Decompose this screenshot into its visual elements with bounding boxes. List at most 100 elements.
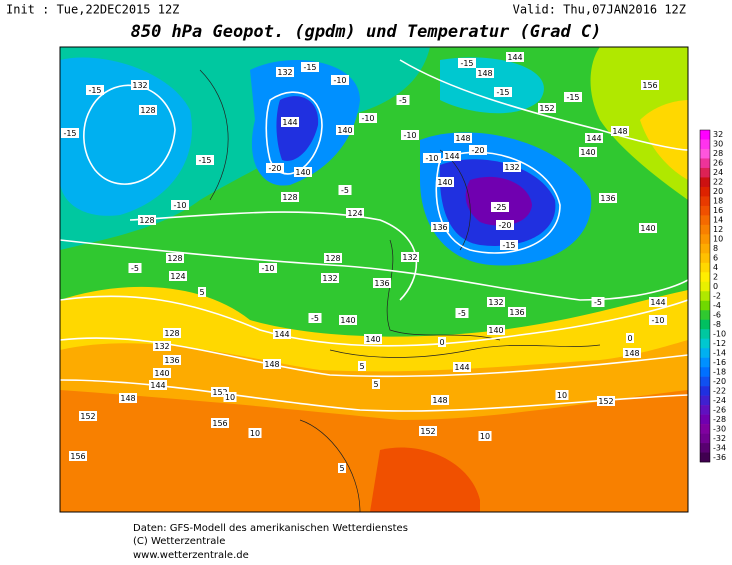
contour-label: 148 xyxy=(624,349,639,358)
legend-label: -24 xyxy=(713,396,726,405)
contour-label: 152 xyxy=(212,388,227,397)
contour-label: 140 xyxy=(580,148,595,157)
legend-label: -18 xyxy=(713,367,726,376)
contour-label-box xyxy=(163,328,181,338)
legend-swatch xyxy=(700,262,710,273)
legend-swatch xyxy=(700,357,710,368)
legend-label: -12 xyxy=(713,339,726,348)
legend-label: -2 xyxy=(713,292,721,301)
legend-label: -22 xyxy=(713,386,726,395)
contour-label-box xyxy=(359,113,377,123)
contour-label: 144 xyxy=(586,134,601,143)
contour-label-box xyxy=(69,451,87,461)
legend-swatch xyxy=(700,215,710,226)
contour-label-box xyxy=(263,359,281,369)
contour-label-box xyxy=(138,215,156,225)
contour-label-box xyxy=(86,85,104,95)
contour-label: -15 xyxy=(303,63,316,72)
legend-swatch xyxy=(700,424,710,434)
contour-label-box xyxy=(623,348,641,358)
contour-label: 124 xyxy=(347,209,362,218)
contour-label: -15 xyxy=(566,93,579,102)
contour-label: -5 xyxy=(131,264,139,273)
contour-label-box xyxy=(423,153,441,163)
contour-label: 5 xyxy=(359,362,364,371)
contour-label: 132 xyxy=(504,163,519,172)
contour-label-box xyxy=(564,92,582,102)
contour-label: -20 xyxy=(268,164,281,173)
legend-swatch xyxy=(700,186,710,197)
contour-label: 144 xyxy=(150,381,165,390)
contour-label: -10 xyxy=(261,264,274,273)
legend-swatch xyxy=(700,224,710,235)
contour-label: -5 xyxy=(399,96,407,105)
legend-label: -28 xyxy=(713,415,726,424)
legend-swatch xyxy=(700,148,710,159)
legend-swatch xyxy=(700,272,710,283)
contour-label-box xyxy=(500,240,518,250)
contour-label-box xyxy=(211,387,229,397)
legend-swatch xyxy=(700,158,710,169)
contour-label-box xyxy=(431,222,449,232)
contour-label: 128 xyxy=(164,329,179,338)
contour-label: 136 xyxy=(374,279,389,288)
contour-label: 136 xyxy=(600,194,615,203)
contour-label: 156 xyxy=(642,81,657,90)
contour-label: 132 xyxy=(402,253,417,262)
legend-label: 2 xyxy=(713,273,718,282)
contour-label: 140 xyxy=(295,168,310,177)
legend-label: 20 xyxy=(713,187,723,196)
legend-swatch xyxy=(700,130,710,140)
legend-label: 8 xyxy=(713,244,718,253)
contour-label: -20 xyxy=(498,221,511,230)
legend-swatch xyxy=(700,177,710,188)
contour-label: 128 xyxy=(139,216,154,225)
legend-swatch xyxy=(700,367,710,377)
contour-label-box xyxy=(163,355,181,365)
contour-label: 144 xyxy=(274,330,289,339)
contour-label: -5 xyxy=(311,314,319,323)
contour-label-box xyxy=(248,428,262,438)
isoline xyxy=(60,337,688,378)
contour-label: 132 xyxy=(132,81,147,90)
contour-label: -15 xyxy=(198,156,211,165)
contour-label: 136 xyxy=(164,356,179,365)
contour-label: 10 xyxy=(557,391,567,400)
cold-core xyxy=(465,176,532,226)
legend-frame xyxy=(699,129,711,463)
contour-label: 148 xyxy=(612,127,627,136)
legend-swatch xyxy=(700,338,710,349)
legend-label: -16 xyxy=(713,358,726,367)
contour-label: 156 xyxy=(212,419,227,428)
footer-line: www.wetterzentrale.de xyxy=(133,550,249,561)
contour-label: 148 xyxy=(477,69,492,78)
contour-label: 144 xyxy=(507,53,522,62)
legend-swatch xyxy=(700,414,710,425)
contour-label: 140 xyxy=(154,369,169,378)
legend-label: 12 xyxy=(713,225,723,234)
contour-label-box xyxy=(599,193,617,203)
contour-label: 144 xyxy=(454,363,469,372)
contour-label: 148 xyxy=(264,360,279,369)
legend-swatch xyxy=(700,139,710,150)
legend-swatch xyxy=(700,291,710,302)
contour-label-box xyxy=(469,145,487,155)
legend-label: -10 xyxy=(713,329,726,338)
contour-label: 136 xyxy=(432,223,447,232)
legend-swatch xyxy=(700,452,710,463)
hot-field xyxy=(370,447,480,512)
contour-label-box xyxy=(166,253,184,263)
contour-label-box xyxy=(508,307,526,317)
cold-core xyxy=(276,96,319,161)
contour-label-box xyxy=(346,208,364,218)
contour-label-box xyxy=(487,297,505,307)
contour-label: 128 xyxy=(325,254,340,263)
contour-label-box xyxy=(591,297,605,307)
contour-label-box xyxy=(153,341,171,351)
contour-label-box xyxy=(494,87,512,97)
contour-label-box xyxy=(396,95,410,105)
contour-label: -15 xyxy=(63,129,76,138)
contour-label: -10 xyxy=(173,201,186,210)
contour-label: 140 xyxy=(640,224,655,233)
